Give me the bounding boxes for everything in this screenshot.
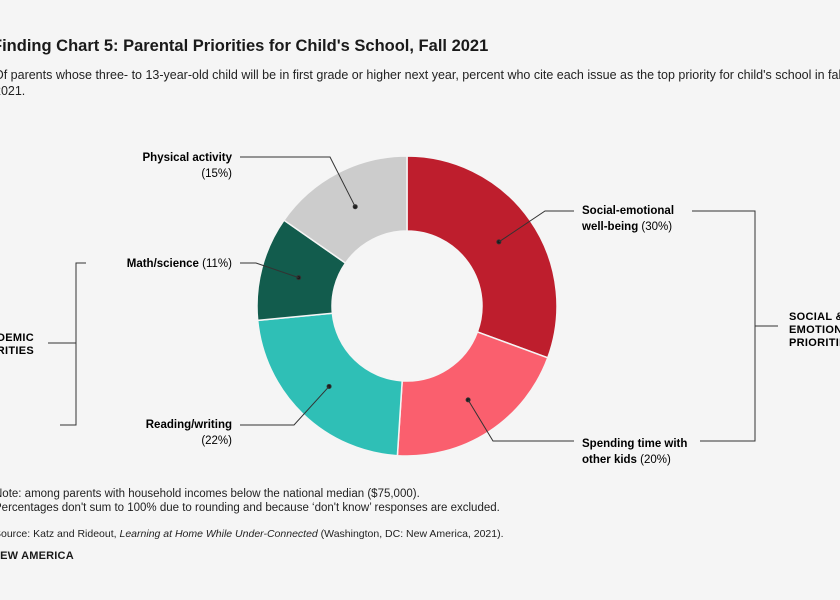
- source-book: Learning at Home While Under-Connected: [119, 528, 318, 540]
- bracket-academic: [60, 262, 86, 426]
- donut-slices: [256, 155, 558, 457]
- source-suffix: (Washington, DC: New America, 2021).: [320, 528, 504, 540]
- chart-subtitle: Of parents whose three- to 13-year-old c…: [0, 68, 840, 98]
- label-spending-time: Spending time with other kids (20%): [582, 438, 687, 466]
- leader-lines: [240, 156, 574, 442]
- source-prefix: Source: Katz and Rideout,: [0, 528, 117, 540]
- chart-title: Finding Chart 5: Parental Priorities for…: [0, 37, 489, 55]
- group-label-academic-priorities: ACADEMICPRIORITIES: [0, 332, 34, 357]
- bracket-social-emotional: [692, 210, 756, 442]
- label-physical-activity: Physical activity (15%): [143, 152, 233, 180]
- group-label-social-emotional-priorities: SOCIAL & EMOTIONALPRIORITIES: [789, 311, 840, 349]
- leader-line-reading-writing: [240, 386, 330, 426]
- new-america-logo: NEW AMERICA: [0, 550, 74, 562]
- group-brackets: [48, 210, 778, 442]
- note-income: Note: among parents with household incom…: [0, 488, 420, 500]
- label-reading-writing: Reading/writing (22%): [146, 419, 232, 447]
- leader-line-social-emotional: [498, 210, 574, 243]
- group-labels: SOCIAL & EMOTIONALPRIORITIES ACADEMICPRIO…: [0, 311, 840, 357]
- source-citation: Source: Katz and Rideout, Learning at Ho…: [0, 528, 504, 540]
- slice-spending-time: [396, 330, 549, 457]
- leader-line-spending-time: [467, 399, 574, 442]
- slice-labels: Social-emotional well-being (30%) Spending…: [127, 152, 688, 466]
- leader-line-math-science: [240, 262, 299, 279]
- note-rounding: Percentages don't sum to 100% due to rou…: [0, 502, 500, 514]
- label-social-emotional: Social-emotional well-being (30%): [581, 205, 674, 233]
- slice-social-emotional: [406, 155, 558, 359]
- leader-line-physical-activity: [240, 156, 356, 207]
- slice-physical-activity: [282, 155, 408, 265]
- label-math-science: Math/science (11%): [127, 258, 232, 270]
